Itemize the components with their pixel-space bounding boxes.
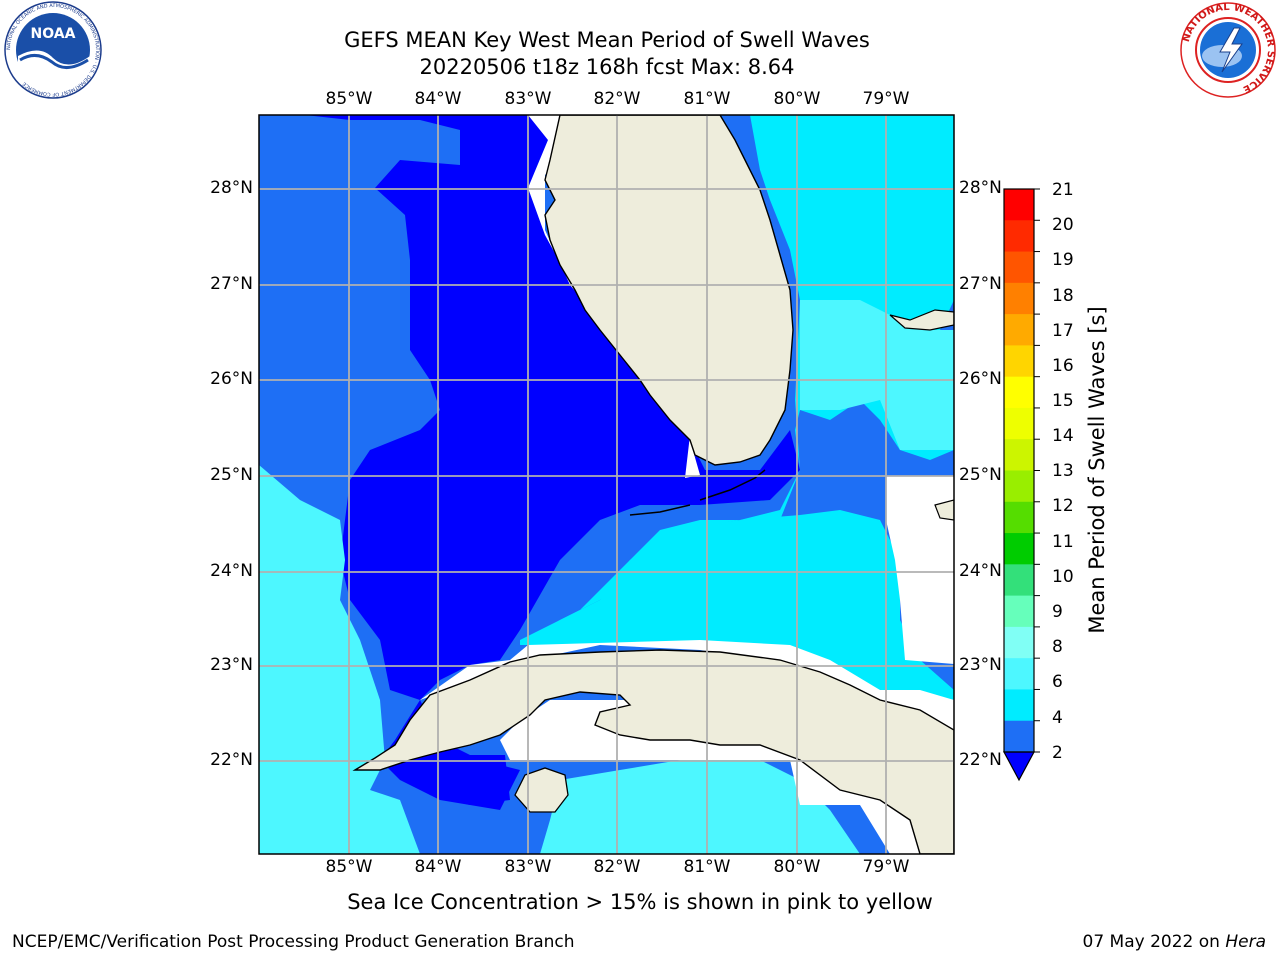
ocean-light-region [520,115,954,645]
lon-label-top: 82°W [593,89,641,109]
colorbar-swatch [1004,564,1034,597]
colorbar-swatch [1004,626,1034,659]
colorbar-swatch [1004,189,1034,221]
colorbar-label: Mean Period of Swell Waves [s] [1085,306,1109,634]
colorbar-swatch [1004,376,1034,409]
colorbar-swatch [1004,439,1034,471]
florida-keys [699,469,766,501]
colorbar-swatch [1004,345,1034,378]
lon-label-top: 84°W [414,89,462,109]
mask-cuba-north [420,640,954,740]
sea-ice-note: Sea Ice Concentration > 15% is shown in … [347,890,933,914]
lon-label-top: 81°W [683,89,731,109]
colorbar-swatch [1004,595,1034,628]
lon-label-top: 79°W [862,89,910,109]
florida-land [544,115,794,466]
lat-label-right: 24°N [959,561,1002,581]
colorbar [1002,188,1040,782]
florida-keys-west [629,504,691,516]
andros-land [934,499,954,521]
colorbar-tick: 18 [1052,286,1074,306]
colorbar-tick: 17 [1052,321,1074,341]
colorbar-tick: 20 [1052,215,1074,235]
map-frame [258,114,955,855]
colorbar-tick: 6 [1052,672,1063,692]
colorbar-tick: 10 [1052,567,1074,587]
lat-label-left: 23°N [210,655,253,675]
lon-label-top: 80°W [773,89,821,109]
colorbar-swatch [1004,282,1034,315]
footer-date: 07 May 2022 on Hera [1083,932,1267,952]
colorbar-swatch [1004,220,1034,253]
chart-title: GEFS MEAN Key West Mean Period of Swell … [344,28,870,52]
colorbar-swatch [1004,689,1034,722]
colorbar-tick: 8 [1052,637,1063,657]
lon-label-bottom: 83°W [504,857,552,877]
lat-label-left: 24°N [210,561,253,581]
lat-label-right: 25°N [959,465,1002,485]
colorbar-swatch [1004,470,1034,503]
colorbar-swatch [1004,407,1034,440]
colorbar-tick: 19 [1052,250,1074,270]
noaa-logo: NOAA NATIONAL OCEANIC AND ATMOSPHERIC AD… [4,1,102,99]
mask-east-keys [886,476,954,664]
colorbar-swatch [1004,533,1034,565]
lon-label-top: 83°W [504,89,552,109]
colorbar-tick: 16 [1052,356,1074,376]
colorbar-swatch [1004,314,1034,346]
lat-label-left: 25°N [210,465,253,485]
lat-label-right: 26°N [959,369,1002,389]
mask-fl-west [528,115,700,478]
colorbar-swatch [1004,501,1034,534]
lon-label-bottom: 82°W [593,857,641,877]
colorbar-tick: 21 [1052,180,1074,200]
colorbar-swatch [1004,251,1034,284]
lat-label-right: 23°N [959,655,1002,675]
colorbar-tick: 12 [1052,496,1074,516]
lat-label-right: 22°N [959,750,1002,770]
colorbar-tick: 2 [1052,743,1063,763]
ocean-deep-region [305,115,800,810]
lat-label-left: 26°N [210,369,253,389]
ocean-pale-south [540,760,860,854]
chart-subtitle: 20220506 t18z 168h fcst Max: 8.64 [419,55,795,79]
colorbar-tick: 4 [1052,708,1063,728]
footer-credit: NCEP/EMC/Verification Post Processing Pr… [12,932,575,952]
colorbar-swatch [1004,720,1034,753]
lon-label-bottom: 79°W [862,857,910,877]
colorbar-tick: 15 [1052,391,1074,411]
nws-logo: NATIONAL WEATHER SERVICE [1180,2,1276,98]
lat-label-left: 27°N [210,274,253,294]
colorbar-tick: 13 [1052,461,1074,481]
colorbar-tick: 14 [1052,426,1074,446]
colorbar-swatch [1004,658,1034,690]
colorbar-tick: 11 [1052,532,1074,552]
noaa-logo-text: NOAA [31,26,76,42]
cuba-land [352,649,954,854]
lat-label-left: 22°N [210,750,253,770]
lon-label-bottom: 80°W [773,857,821,877]
lon-label-bottom: 85°W [325,857,373,877]
ocean-pale-east [800,300,954,450]
ocean-deep-south-cuba [395,755,510,805]
lon-label-bottom: 81°W [683,857,731,877]
footer-host: Hera [1225,932,1266,952]
lon-label-top: 85°W [325,89,373,109]
lat-label-right: 28°N [959,178,1002,198]
bahamas-land [889,309,954,331]
footer-date-text: 07 May 2022 on [1082,932,1226,952]
graticule [259,115,954,854]
lat-label-left: 28°N [210,178,253,198]
lat-label-right: 27°N [959,274,1002,294]
colorbar-tick: 9 [1052,602,1063,622]
lon-label-bottom: 84°W [414,857,462,877]
